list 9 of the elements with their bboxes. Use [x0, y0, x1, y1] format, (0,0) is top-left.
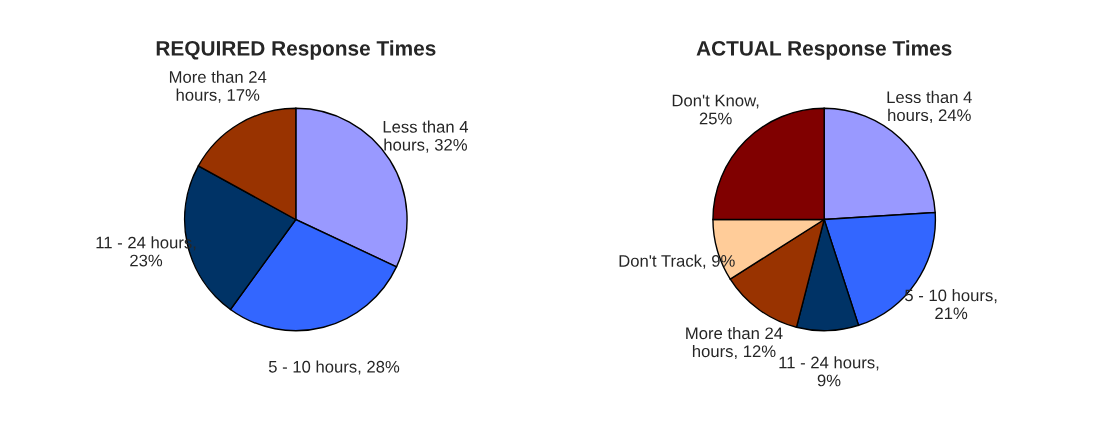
- slice-label: Less than 4 hours, 24%: [887, 90, 972, 124]
- slice-label: 5 - 10 hours, 21%: [905, 289, 997, 320]
- chart-title: REQUIRED Response Times: [156, 40, 436, 60]
- slice-label: 5 - 10 hours, 28%: [268, 360, 400, 375]
- chart-title: ACTUAL Response Times: [696, 40, 952, 60]
- slice-label: 11 - 24 hours, 9%: [779, 356, 879, 387]
- slice-label: Less than 4 hours, 32%: [383, 120, 469, 153]
- slice-label: More than 24 hours, 17%: [169, 70, 267, 103]
- slice-label: Don't Know, 25%: [672, 94, 759, 125]
